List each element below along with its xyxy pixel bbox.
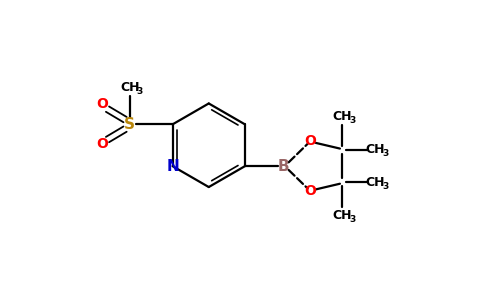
Text: O: O	[304, 184, 316, 198]
Text: O: O	[96, 137, 108, 151]
Text: S: S	[124, 117, 136, 132]
Text: CH: CH	[333, 209, 352, 222]
Text: CH: CH	[333, 110, 352, 123]
Text: 3: 3	[136, 87, 143, 96]
Text: 3: 3	[382, 182, 389, 190]
Text: CH: CH	[366, 143, 385, 157]
Text: O: O	[304, 134, 316, 148]
Text: CH: CH	[120, 81, 139, 94]
Text: 3: 3	[349, 215, 355, 224]
Text: 3: 3	[382, 149, 389, 158]
Text: N: N	[166, 159, 179, 174]
Text: CH: CH	[366, 176, 385, 189]
Text: 3: 3	[349, 116, 355, 125]
Text: B: B	[278, 159, 290, 174]
Text: O: O	[96, 98, 108, 111]
